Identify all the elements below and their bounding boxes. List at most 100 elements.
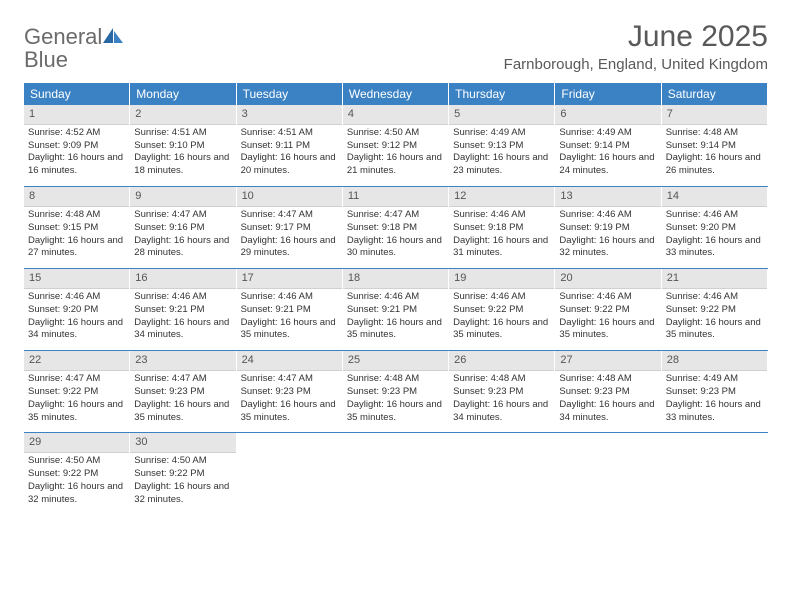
- sunrise-line: Sunrise: 4:48 AM: [559, 373, 656, 386]
- day-details: Sunrise: 4:50 AMSunset: 9:22 PMDaylight:…: [130, 453, 235, 512]
- day-details: Sunrise: 4:48 AMSunset: 9:23 PMDaylight:…: [555, 371, 660, 430]
- sunrise-line: Sunrise: 4:49 AM: [453, 127, 550, 140]
- calendar-cell: 30Sunrise: 4:50 AMSunset: 9:22 PMDayligh…: [130, 433, 236, 512]
- day-details: Sunrise: 4:48 AMSunset: 9:15 PMDaylight:…: [24, 207, 129, 266]
- day-number: 2: [130, 105, 235, 125]
- sunset-line: Sunset: 9:10 PM: [134, 140, 231, 153]
- calendar-cell: 25Sunrise: 4:48 AMSunset: 9:23 PMDayligh…: [343, 351, 449, 430]
- day-details: Sunrise: 4:51 AMSunset: 9:11 PMDaylight:…: [237, 125, 342, 184]
- day-details: Sunrise: 4:47 AMSunset: 9:16 PMDaylight:…: [130, 207, 235, 266]
- calendar-cell: 14Sunrise: 4:46 AMSunset: 9:20 PMDayligh…: [662, 187, 768, 266]
- sunrise-line: Sunrise: 4:47 AM: [241, 209, 338, 222]
- sunset-line: Sunset: 9:09 PM: [28, 140, 125, 153]
- daylight-line: Daylight: 16 hours and 23 minutes.: [453, 152, 550, 178]
- calendar-cell: 23Sunrise: 4:47 AMSunset: 9:23 PMDayligh…: [130, 351, 236, 430]
- calendar-cell: 6Sunrise: 4:49 AMSunset: 9:14 PMDaylight…: [555, 105, 661, 184]
- sunrise-line: Sunrise: 4:47 AM: [241, 373, 338, 386]
- sunset-line: Sunset: 9:14 PM: [559, 140, 656, 153]
- daylight-line: Daylight: 16 hours and 34 minutes.: [453, 399, 550, 425]
- day-details: Sunrise: 4:46 AMSunset: 9:22 PMDaylight:…: [662, 289, 767, 348]
- sunrise-line: Sunrise: 4:48 AM: [28, 209, 125, 222]
- calendar-cell: 21Sunrise: 4:46 AMSunset: 9:22 PMDayligh…: [662, 269, 768, 348]
- sunrise-line: Sunrise: 4:50 AM: [347, 127, 444, 140]
- day-number: 27: [555, 351, 660, 371]
- sunrise-line: Sunrise: 4:48 AM: [347, 373, 444, 386]
- daylight-line: Daylight: 16 hours and 35 minutes.: [666, 317, 763, 343]
- calendar-cell: 28Sunrise: 4:49 AMSunset: 9:23 PMDayligh…: [662, 351, 768, 430]
- day-details: Sunrise: 4:46 AMSunset: 9:20 PMDaylight:…: [24, 289, 129, 348]
- calendar-cell: 11Sunrise: 4:47 AMSunset: 9:18 PMDayligh…: [343, 187, 449, 266]
- sunset-line: Sunset: 9:19 PM: [559, 222, 656, 235]
- calendar-cell: 4Sunrise: 4:50 AMSunset: 9:12 PMDaylight…: [343, 105, 449, 184]
- sunset-line: Sunset: 9:15 PM: [28, 222, 125, 235]
- sunrise-line: Sunrise: 4:48 AM: [453, 373, 550, 386]
- sunset-line: Sunset: 9:22 PM: [453, 304, 550, 317]
- day-details: Sunrise: 4:47 AMSunset: 9:23 PMDaylight:…: [130, 371, 235, 430]
- sunset-line: Sunset: 9:23 PM: [134, 386, 231, 399]
- daylight-line: Daylight: 16 hours and 16 minutes.: [28, 152, 125, 178]
- page-header: General Blue June 2025 Farnborough, Engl…: [24, 20, 768, 73]
- day-details: Sunrise: 4:51 AMSunset: 9:10 PMDaylight:…: [130, 125, 235, 184]
- day-number: 9: [130, 187, 235, 207]
- calendar-cell: 15Sunrise: 4:46 AMSunset: 9:20 PMDayligh…: [24, 269, 130, 348]
- daylight-line: Daylight: 16 hours and 29 minutes.: [241, 235, 338, 261]
- day-number: 23: [130, 351, 235, 371]
- sunset-line: Sunset: 9:11 PM: [241, 140, 338, 153]
- sunset-line: Sunset: 9:21 PM: [134, 304, 231, 317]
- sunrise-line: Sunrise: 4:46 AM: [453, 209, 550, 222]
- daylight-line: Daylight: 16 hours and 21 minutes.: [347, 152, 444, 178]
- sunrise-line: Sunrise: 4:51 AM: [241, 127, 338, 140]
- calendar-cell: 27Sunrise: 4:48 AMSunset: 9:23 PMDayligh…: [555, 351, 661, 430]
- sunset-line: Sunset: 9:16 PM: [134, 222, 231, 235]
- calendar-cell: 22Sunrise: 4:47 AMSunset: 9:22 PMDayligh…: [24, 351, 130, 430]
- sunrise-line: Sunrise: 4:47 AM: [28, 373, 125, 386]
- day-number: 16: [130, 269, 235, 289]
- sunset-line: Sunset: 9:22 PM: [134, 468, 231, 481]
- daylight-line: Daylight: 16 hours and 34 minutes.: [28, 317, 125, 343]
- sunrise-line: Sunrise: 4:46 AM: [666, 209, 763, 222]
- day-number: 14: [662, 187, 767, 207]
- day-number: 24: [237, 351, 342, 371]
- sunrise-line: Sunrise: 4:46 AM: [28, 291, 125, 304]
- sunrise-line: Sunrise: 4:47 AM: [134, 209, 231, 222]
- calendar-cell: 17Sunrise: 4:46 AMSunset: 9:21 PMDayligh…: [237, 269, 343, 348]
- calendar-grid: SundayMondayTuesdayWednesdayThursdayFrid…: [24, 83, 768, 512]
- sunrise-line: Sunrise: 4:46 AM: [347, 291, 444, 304]
- day-number: 5: [449, 105, 554, 125]
- daylight-line: Daylight: 16 hours and 34 minutes.: [559, 399, 656, 425]
- daylight-line: Daylight: 16 hours and 35 minutes.: [453, 317, 550, 343]
- daylight-line: Daylight: 16 hours and 24 minutes.: [559, 152, 656, 178]
- day-number: 11: [343, 187, 448, 207]
- day-number: 8: [24, 187, 129, 207]
- sunset-line: Sunset: 9:22 PM: [28, 468, 125, 481]
- calendar-cell: 10Sunrise: 4:47 AMSunset: 9:17 PMDayligh…: [237, 187, 343, 266]
- sunrise-line: Sunrise: 4:50 AM: [134, 455, 231, 468]
- calendar-cell: 8Sunrise: 4:48 AMSunset: 9:15 PMDaylight…: [24, 187, 130, 266]
- day-details: Sunrise: 4:49 AMSunset: 9:13 PMDaylight:…: [449, 125, 554, 184]
- brand-text-blue: Blue: [24, 47, 68, 72]
- day-details: Sunrise: 4:52 AMSunset: 9:09 PMDaylight:…: [24, 125, 129, 184]
- sunset-line: Sunset: 9:14 PM: [666, 140, 763, 153]
- sunset-line: Sunset: 9:23 PM: [559, 386, 656, 399]
- day-details: Sunrise: 4:50 AMSunset: 9:12 PMDaylight:…: [343, 125, 448, 184]
- sunrise-line: Sunrise: 4:46 AM: [559, 209, 656, 222]
- calendar-cell: [343, 433, 449, 512]
- calendar-cell: 7Sunrise: 4:48 AMSunset: 9:14 PMDaylight…: [662, 105, 768, 184]
- calendar-cell: 3Sunrise: 4:51 AMSunset: 9:11 PMDaylight…: [237, 105, 343, 184]
- day-number: 28: [662, 351, 767, 371]
- sunrise-line: Sunrise: 4:46 AM: [666, 291, 763, 304]
- calendar-cell: 20Sunrise: 4:46 AMSunset: 9:22 PMDayligh…: [555, 269, 661, 348]
- day-details: Sunrise: 4:48 AMSunset: 9:23 PMDaylight:…: [343, 371, 448, 430]
- calendar-cell: [662, 433, 768, 512]
- calendar-cell: 5Sunrise: 4:49 AMSunset: 9:13 PMDaylight…: [449, 105, 555, 184]
- calendar-cell: [555, 433, 661, 512]
- calendar-cell: 12Sunrise: 4:46 AMSunset: 9:18 PMDayligh…: [449, 187, 555, 266]
- day-number: 20: [555, 269, 660, 289]
- daylight-line: Daylight: 16 hours and 34 minutes.: [134, 317, 231, 343]
- sunrise-line: Sunrise: 4:52 AM: [28, 127, 125, 140]
- day-number: 7: [662, 105, 767, 125]
- sunset-line: Sunset: 9:13 PM: [453, 140, 550, 153]
- daylight-line: Daylight: 16 hours and 28 minutes.: [134, 235, 231, 261]
- sunrise-line: Sunrise: 4:46 AM: [134, 291, 231, 304]
- day-header: Saturday: [662, 83, 768, 105]
